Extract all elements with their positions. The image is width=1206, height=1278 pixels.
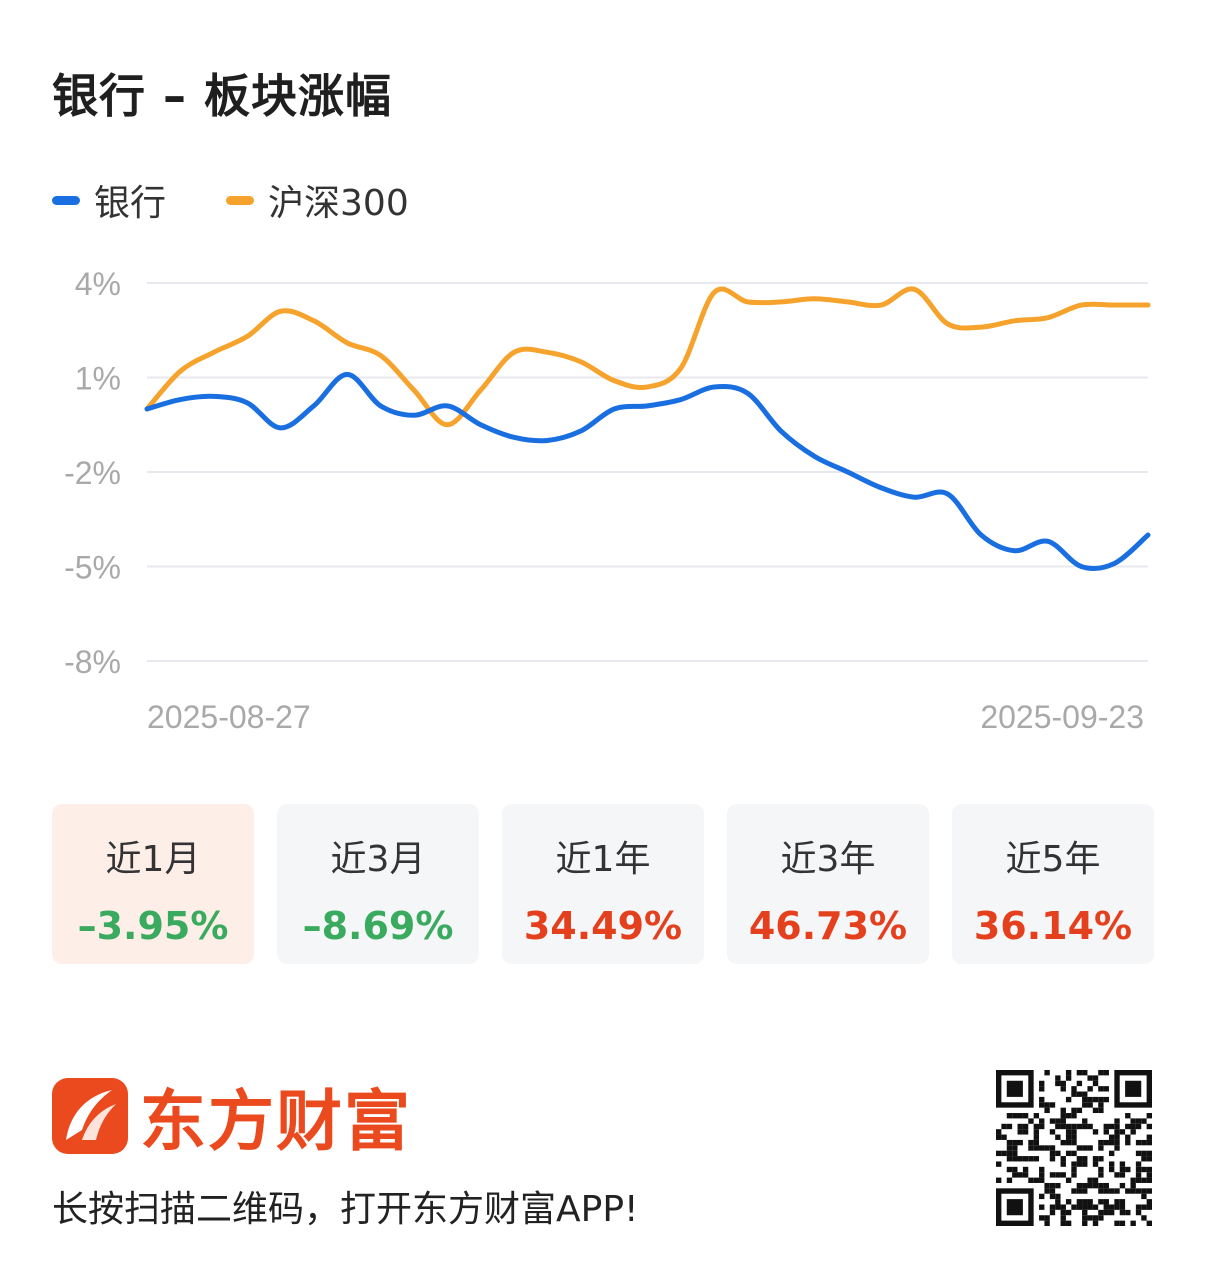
period-label: 近1月 [105, 839, 201, 880]
period-label: 近5年 [1005, 839, 1101, 880]
legend-item-hs300: 沪深300 [226, 174, 409, 226]
period-value: –8.69% [302, 904, 454, 948]
x-tick-label-start: 2025-08-27 [147, 699, 311, 735]
period-value: –3.95% [77, 904, 229, 948]
x-tick-label-end: 2025-09-23 [980, 699, 1144, 735]
brand-logo-icon [52, 1078, 128, 1154]
line-chart: 4% 1% -2% -5% -8% 2025-08-27 2025-09-23 [64, 266, 1151, 735]
legend-swatch-hs300 [226, 195, 255, 205]
y-tick-label: -8% [64, 644, 121, 680]
series-line-hs300 [144, 286, 1151, 428]
y-tick-label: -2% [64, 455, 121, 491]
footer-text: 长按扫描二维码，打开东方财富APP! [52, 1189, 639, 1230]
period-card-1y[interactable]: 近1年 34.49% [502, 804, 704, 964]
period-label: 近3月 [330, 839, 426, 880]
period-card-3y[interactable]: 近3年 46.73% [727, 804, 929, 964]
period-value: 36.14% [973, 904, 1133, 948]
period-label: 近1年 [555, 839, 651, 880]
period-value: 46.73% [748, 904, 908, 948]
qr-code[interactable] [996, 1070, 1152, 1226]
legend-label-hs300: 沪深300 [268, 183, 409, 224]
period-label: 近3年 [780, 839, 876, 880]
period-card-3m[interactable]: 近3月 –8.69% [277, 804, 479, 964]
brand-name: 东方财富 [140, 1083, 412, 1160]
legend-item-bank: 银行 [52, 174, 166, 226]
brand: 东方财富 [52, 1068, 412, 1164]
y-tick-label: 4% [75, 266, 121, 302]
period-card-1m[interactable]: 近1月 –3.95% [52, 804, 254, 964]
legend-swatch-bank [52, 195, 80, 205]
series-line-bank [144, 371, 1151, 571]
period-value: 34.49% [523, 904, 683, 948]
y-tick-label: 1% [75, 361, 121, 397]
page-title: 银行 – 板块涨幅 [52, 69, 393, 123]
chart-legend: 银行 沪深300 [52, 174, 469, 226]
y-tick-label: -5% [64, 550, 121, 586]
period-card-5y[interactable]: 近5年 36.14% [952, 804, 1154, 964]
legend-label-bank: 银行 [94, 183, 167, 224]
period-returns: 近1月 –3.95% 近3月 –8.69% 近1年 34.49% 近3年 46.… [52, 804, 1154, 964]
